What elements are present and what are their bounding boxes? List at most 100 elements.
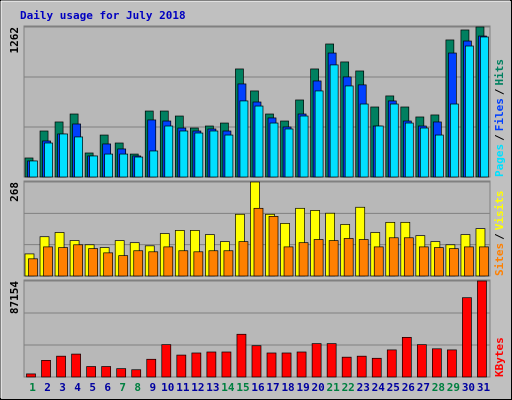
bar (118, 255, 129, 277)
bar (386, 349, 397, 378)
bar (341, 356, 352, 378)
bar (239, 100, 249, 178)
bar (477, 280, 487, 378)
bar (344, 85, 354, 178)
bar (329, 64, 339, 178)
legend-entry: Visits (493, 191, 506, 231)
bar (298, 242, 309, 277)
x-tick-label: 6 (104, 381, 111, 394)
bar (447, 349, 457, 378)
bar (86, 366, 96, 378)
bar (313, 239, 324, 277)
bar (29, 160, 38, 178)
x-tick-label: 19 (296, 381, 309, 394)
x-tick-label: 7 (119, 381, 126, 394)
legend-entry: Files (493, 98, 506, 131)
y-tick-label: 268 (8, 182, 21, 202)
bar (206, 351, 217, 378)
bar (253, 207, 264, 277)
bar (223, 250, 234, 277)
bar (373, 246, 384, 277)
bar (178, 250, 189, 277)
x-tick-label: 20 (312, 381, 325, 394)
x-tick-label: 21 (327, 381, 341, 394)
bar (41, 360, 51, 378)
bar (418, 246, 429, 277)
bar (161, 344, 172, 378)
legend-separator: / (493, 233, 506, 240)
bar (434, 247, 444, 277)
bar (450, 103, 459, 178)
x-tick-label: 2 (44, 381, 51, 394)
bar (44, 142, 53, 178)
bar (193, 251, 204, 277)
legend-entry: Pages (493, 144, 506, 177)
bar (56, 355, 66, 378)
bar (296, 351, 307, 378)
bar (28, 258, 38, 277)
bar (416, 344, 427, 378)
bar (131, 369, 142, 378)
bar (221, 351, 232, 378)
x-tick-label: 1 (29, 381, 36, 394)
bar (134, 156, 144, 178)
bar (403, 237, 414, 277)
bar (269, 122, 279, 178)
y-tick-label: 1262 (8, 27, 21, 54)
x-tick-label: 23 (357, 381, 370, 394)
legend: Pages / Files / Hits (493, 59, 506, 177)
x-tick-label: 28 (432, 381, 445, 394)
bar (401, 336, 412, 378)
bar (176, 354, 187, 378)
bar (116, 368, 127, 378)
bar (191, 352, 202, 378)
bar (74, 136, 83, 178)
bar (419, 127, 429, 178)
bar (266, 352, 277, 378)
bar (58, 247, 68, 277)
bar (179, 130, 189, 178)
bar (465, 45, 474, 178)
bar (356, 355, 367, 378)
bar (462, 297, 472, 378)
x-tick-label: 25 (387, 381, 400, 394)
bar (328, 240, 339, 277)
legend-entry: Hits (493, 59, 506, 86)
legend-entry: KBytes (493, 337, 506, 377)
x-tick-label: 11 (176, 381, 190, 394)
bar (26, 373, 36, 378)
bar (479, 246, 489, 277)
x-tick-label: 3 (59, 381, 66, 394)
x-tick-label: 10 (161, 381, 174, 394)
bar (43, 246, 53, 277)
x-tick-label: 16 (251, 381, 265, 394)
x-tick-label: 8 (134, 381, 141, 394)
bar (238, 241, 249, 277)
x-tick-label: 12 (191, 381, 204, 394)
bar (432, 348, 442, 378)
bar (119, 153, 129, 178)
bar (311, 343, 322, 378)
bar (209, 130, 219, 178)
x-tick-label: 22 (342, 381, 355, 394)
x-tick-label: 30 (462, 381, 475, 394)
bar (358, 239, 369, 277)
bar (371, 357, 382, 378)
bar (359, 103, 369, 178)
chart-title: Daily usage for July 2018 (20, 9, 186, 22)
bar (389, 103, 399, 178)
bar (194, 132, 204, 178)
bar (104, 153, 114, 178)
bar (148, 251, 159, 277)
x-tick-label: 15 (236, 381, 249, 394)
bar (283, 246, 294, 277)
bar (103, 252, 114, 277)
bar (464, 246, 474, 277)
bar (101, 366, 112, 378)
x-tick-label: 14 (221, 381, 235, 394)
bar (326, 343, 337, 378)
bar (88, 248, 98, 277)
bar (149, 150, 159, 178)
bar (133, 250, 144, 277)
